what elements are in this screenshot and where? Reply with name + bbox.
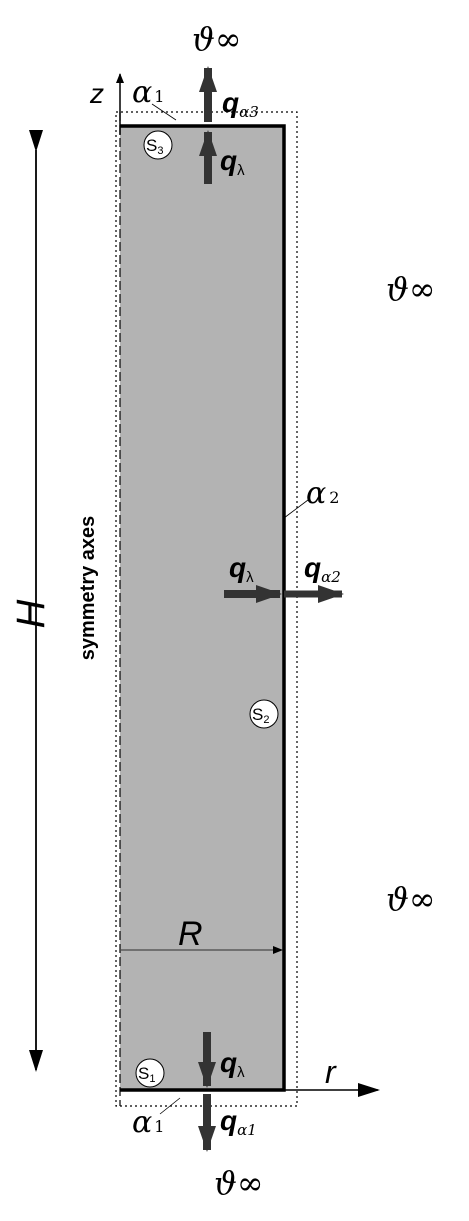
alpha-bottom-leader (159, 1097, 181, 1115)
side-q-lambda-label: qλ (229, 552, 254, 586)
top-q-alpha-label: qα3 (222, 87, 259, 121)
surface-s1-marker: S1 (135, 1058, 165, 1088)
svg-text:S1: S1 (138, 1064, 155, 1085)
symmetry-axes-label: symmetry axes (77, 516, 99, 661)
cylinder-body (120, 126, 284, 1090)
theta-top-label: ϑ∞ (192, 20, 242, 58)
z-axis-label: z (89, 78, 104, 109)
r-axis-label: r (325, 1054, 337, 1090)
alpha-top-leader (151, 103, 177, 121)
theta-bottom-label: ϑ∞ (214, 1164, 264, 1202)
alpha-side-leader (283, 499, 309, 519)
top-q-lambda-label: qλ (220, 145, 245, 179)
side-q-alpha-label: qα2 (304, 552, 341, 586)
theta-right-lower-label: ϑ∞ (386, 880, 436, 918)
surface-s3-marker: S3 (143, 130, 173, 160)
radius-label: R (178, 915, 203, 953)
svg-text:S2: S2 (252, 705, 269, 726)
bottom-q-lambda-label: qλ (220, 1047, 245, 1081)
surface-s2-marker: S2 (249, 699, 279, 729)
theta-right-upper-label: ϑ∞ (386, 270, 436, 308)
bottom-q-alpha-label: qα1 (220, 1105, 257, 1139)
height-label: H (9, 599, 53, 628)
svg-text:S3: S3 (146, 136, 163, 157)
